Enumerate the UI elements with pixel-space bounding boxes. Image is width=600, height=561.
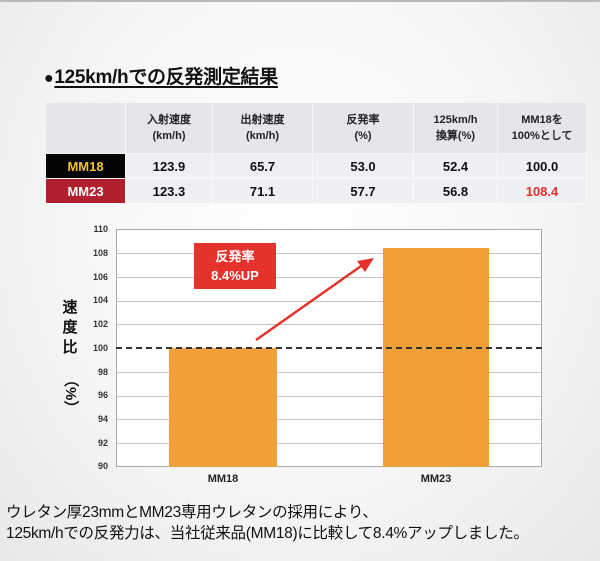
page-title-text: 125km/hでの反発測定結果 [54, 67, 278, 88]
y-tick: 94 [97, 414, 108, 424]
bar-mm23 [383, 248, 489, 467]
table-header-incoming-speed: 入射速度 (km/h) [125, 103, 213, 154]
gridline [117, 396, 541, 397]
reference-line-100 [116, 347, 542, 349]
y-tick: 92 [97, 438, 108, 448]
y-tick: 104 [92, 295, 108, 305]
header-line2: 100%として [511, 130, 573, 142]
table-header-rebound-rate: 反発率 (%) [312, 103, 414, 154]
table-row: MM23 123.3 71.1 57.7 56.8 108.4 [46, 178, 587, 204]
y-label-char: 速 [62, 299, 78, 316]
header-line2: 換算(%) [435, 130, 476, 142]
y-label-char: 度 [62, 319, 78, 336]
caption-line2: 125km/hでの反発力は、当社従来品(MM18)に比較して8.4%アップしまし… [6, 525, 529, 542]
row-label-mm18: MM18 [46, 153, 126, 179]
table-header-converted: 125km/h 換算(%) [413, 103, 498, 154]
gridline [117, 372, 541, 373]
top-border [0, 0, 600, 2]
header-line1: 出射速度 [240, 114, 285, 126]
row-label-mm23: MM23 [46, 178, 126, 204]
gridline [117, 443, 541, 444]
caption: ウレタン厚23mmとMM23専用ウレタンの採用により、 125km/hでの反発力… [6, 502, 529, 544]
callout-line2: 8.4%UP [211, 268, 259, 283]
annotation-callout: 反発率 8.4%UP [194, 243, 276, 289]
header-line1: 反発率 [346, 114, 380, 126]
table-header-empty [46, 103, 126, 154]
table-header-row: 入射速度 (km/h) 出射速度 (km/h) 反発率 (%) 125km/h 換算(%… [46, 103, 587, 154]
table-header-outgoing-speed: 出射速度 (km/h) [212, 103, 313, 154]
gridline [117, 324, 541, 325]
table-header-relative: MM18を 100%として [497, 103, 587, 154]
table-cell: 65.7 [212, 153, 313, 179]
table-cell: 100.0 [497, 153, 587, 179]
y-axis-label: 速 度 比 （%） [60, 298, 80, 415]
header-line2: (%) [354, 130, 372, 142]
bullet-icon: ● [44, 70, 54, 87]
table-cell: 56.8 [413, 178, 498, 204]
table-row: MM18 123.9 65.7 53.0 52.4 100.0 [46, 153, 587, 179]
header-line2: (km/h) [246, 130, 279, 142]
x-label-mm18: MM18 [207, 473, 239, 485]
x-label-mm23: MM23 [420, 473, 452, 485]
gridline [117, 419, 541, 420]
y-tick: 110 [93, 224, 108, 234]
gridline [117, 277, 541, 278]
table-cell: 123.9 [125, 153, 213, 179]
callout-line1: 反発率 [215, 249, 255, 264]
gridline [117, 253, 541, 254]
header-line1: 125km/h [433, 114, 478, 126]
y-label-char: 比 [62, 339, 78, 356]
y-tick: 98 [97, 367, 108, 377]
table-cell: 123.3 [125, 178, 213, 204]
bar-mm18 [169, 348, 277, 467]
y-tick: 90 [97, 461, 108, 471]
page-title: ●125km/hでの反発測定結果 [44, 62, 278, 89]
header-line1: MM18を [521, 114, 563, 126]
table-cell: 57.7 [312, 178, 414, 204]
table-cell: 71.1 [212, 178, 313, 204]
table-cell-highlight: 108.4 [497, 178, 587, 204]
caption-line1: ウレタン厚23mmとMM23専用ウレタンの採用により、 [6, 504, 378, 521]
y-tick: 102 [92, 319, 108, 329]
y-tick: 96 [97, 390, 108, 400]
header-line1: 入射速度 [147, 114, 191, 126]
header-line2: (km/h) [152, 130, 186, 142]
y-tick: 100 [92, 343, 108, 353]
table-cell: 53.0 [312, 153, 414, 179]
table-cell: 52.4 [413, 153, 498, 179]
gridline [117, 301, 541, 302]
y-tick: 106 [92, 272, 108, 282]
results-table: 入射速度 (km/h) 出射速度 (km/h) 反発率 (%) 125km/h 換算(%… [46, 103, 587, 204]
y-tick: 108 [92, 248, 108, 258]
